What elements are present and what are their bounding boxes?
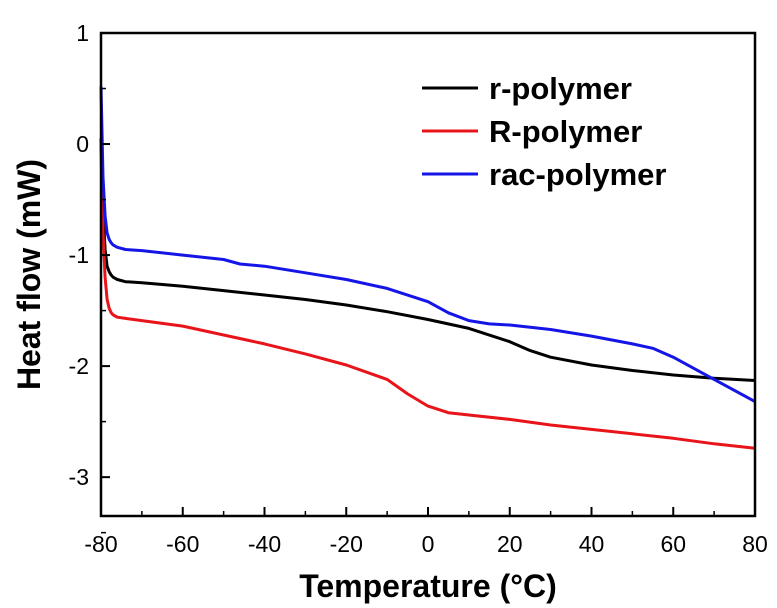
x-axis-title: Temperature (°C) xyxy=(299,568,557,604)
legend: r-polymer R-polymer rac-polymer xyxy=(422,71,666,192)
series-line-1 xyxy=(99,143,756,450)
y-tick-label: 0 xyxy=(76,131,89,157)
series-line-2 xyxy=(99,86,756,403)
x-tick-label: -60 xyxy=(166,531,199,557)
x-tick-label: -40 xyxy=(248,531,281,557)
x-tick-label: 60 xyxy=(660,531,686,557)
y-tick-label: 1 xyxy=(76,20,89,46)
x-tick-label: 20 xyxy=(497,531,523,557)
plot-frame xyxy=(99,31,757,518)
x-tick-label: -20 xyxy=(330,531,363,557)
series-line-0 xyxy=(99,138,756,382)
y-tick-label: -1 xyxy=(69,242,89,268)
legend-label: r-polymer xyxy=(489,71,632,106)
x-tick-label: 40 xyxy=(579,531,605,557)
x-tick-label: 80 xyxy=(742,531,768,557)
x-tick-label: 0 xyxy=(422,531,435,557)
x-tick-label: -80 xyxy=(84,531,117,557)
y-tick-label: -2 xyxy=(69,353,89,379)
y-axis-title: Heat flow (mW) xyxy=(11,159,47,390)
legend-label: rac-polymer xyxy=(489,157,666,192)
y-tick-label: -3 xyxy=(69,464,89,490)
ticks-layer: -80 -60 -40 -20 0 20 40 60 80 1 0 -1 -2 -3 xyxy=(69,20,768,557)
legend-label: R-polymer xyxy=(489,114,642,149)
series-layer xyxy=(99,86,756,450)
